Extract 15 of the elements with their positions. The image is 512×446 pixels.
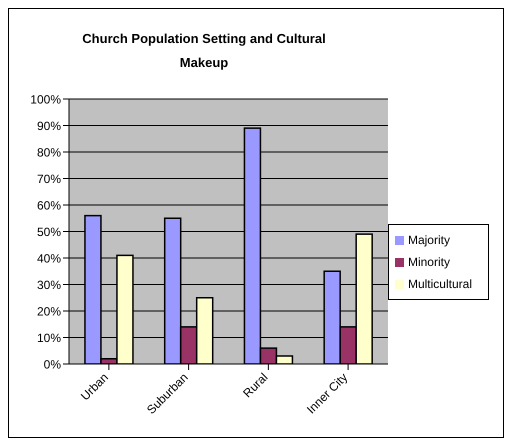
y-tick-label: 60% [36, 198, 62, 212]
y-tick-label: 40% [36, 251, 62, 266]
y-tick-label: 0% [44, 357, 62, 372]
legend-label: Multicultural [408, 276, 472, 290]
legend-label: Majority [408, 232, 450, 246]
y-tick-label: 80% [36, 145, 62, 160]
y-tick-label: 20% [36, 304, 62, 318]
y-tick-label: 100% [30, 92, 62, 106]
legend-label: Minority [408, 254, 450, 268]
y-tick-label: 70% [36, 172, 62, 186]
y-tick-label: 50% [36, 224, 62, 239]
y-tick-label: 30% [36, 278, 62, 292]
chart-title: Church Population Setting and Cultural Makeup [81, 30, 327, 72]
y-tick-label: 90% [36, 118, 62, 133]
y-tick-label: 10% [36, 330, 62, 345]
